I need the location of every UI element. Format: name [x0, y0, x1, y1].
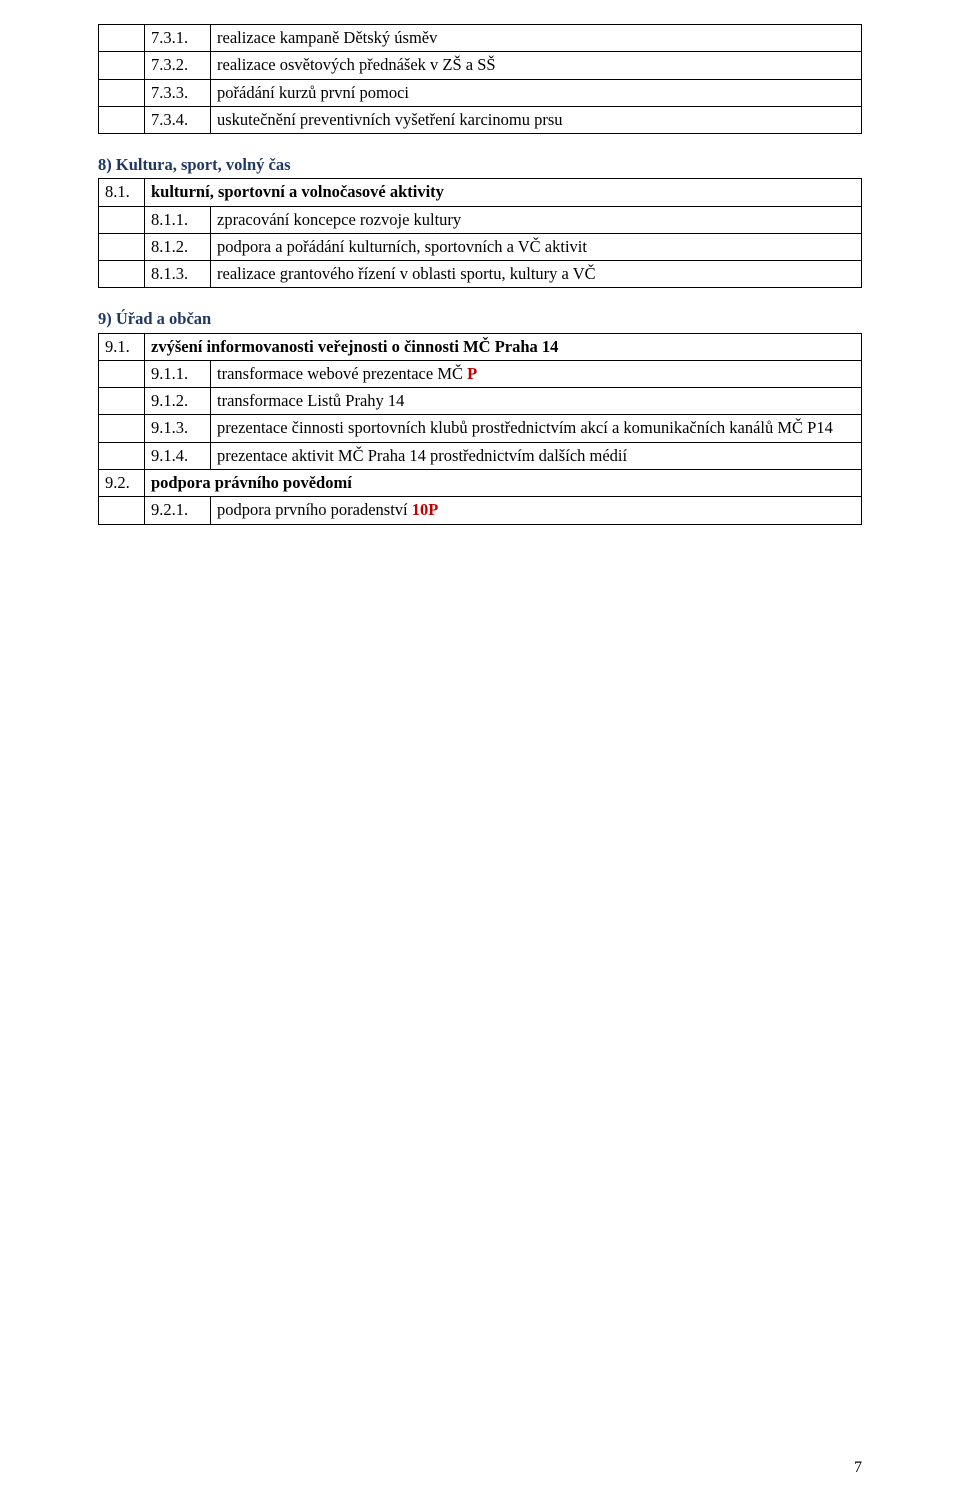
- cell-col-c: realizace grantového řízení v oblasti sp…: [211, 261, 862, 288]
- cell-col-b: 8.1.1.: [145, 206, 211, 233]
- table-row: 9.1.1. transformace webové prezentace MČ…: [99, 360, 862, 387]
- cell-col-c: prezentace činnosti sportovních klubů pr…: [211, 415, 862, 442]
- cell-col-a: [99, 206, 145, 233]
- cell-text-prefix: podpora prvního poradenství: [217, 500, 412, 519]
- cell-col-a: [99, 79, 145, 106]
- table-section-7: 7.3.1. realizace kampaně Dětský úsměv 7.…: [98, 24, 862, 134]
- cell-col-b: 7.3.4.: [145, 106, 211, 133]
- cell-col-c: podpora právního povědomí: [145, 469, 862, 496]
- cell-col-a: 8.1.: [99, 179, 145, 206]
- cell-col-a: 9.2.: [99, 469, 145, 496]
- cell-col-b: 7.3.2.: [145, 52, 211, 79]
- cell-col-b: 9.1.4.: [145, 442, 211, 469]
- table-section-8: 8.1. kulturní, sportovní a volnočasové a…: [98, 178, 862, 288]
- table-row: 7.3.3. pořádání kurzů první pomoci: [99, 79, 862, 106]
- cell-col-c: kulturní, sportovní a volnočasové aktivi…: [145, 179, 862, 206]
- cell-col-c: podpora prvního poradenství 10P: [211, 497, 862, 524]
- cell-col-a: [99, 360, 145, 387]
- cell-col-a: [99, 261, 145, 288]
- cell-col-b: 7.3.1.: [145, 25, 211, 52]
- table-row: 7.3.2. realizace osvětových přednášek v …: [99, 52, 862, 79]
- cell-col-b: 8.1.2.: [145, 233, 211, 260]
- cell-col-a: [99, 233, 145, 260]
- section-8-heading: 8) Kultura, sport, volný čas: [98, 154, 862, 176]
- cell-col-a: [99, 106, 145, 133]
- cell-col-c: realizace kampaně Dětský úsměv: [211, 25, 862, 52]
- cell-col-b: 9.1.3.: [145, 415, 211, 442]
- cell-col-a: [99, 388, 145, 415]
- cell-col-c: pořádání kurzů první pomoci: [211, 79, 862, 106]
- cell-col-b: 7.3.3.: [145, 79, 211, 106]
- cell-col-b: 9.2.1.: [145, 497, 211, 524]
- cell-col-a: [99, 52, 145, 79]
- table-row: 7.3.4. uskutečnění preventivních vyšetře…: [99, 106, 862, 133]
- page-number: 7: [854, 1457, 862, 1479]
- cell-col-c: uskutečnění preventivních vyšetření karc…: [211, 106, 862, 133]
- page: 7.3.1. realizace kampaně Dětský úsměv 7.…: [0, 0, 960, 1507]
- table-row: 9.2.1. podpora prvního poradenství 10P: [99, 497, 862, 524]
- cell-col-c: transformace Listů Prahy 14: [211, 388, 862, 415]
- table-row: 8.1.2. podpora a pořádání kulturních, sp…: [99, 233, 862, 260]
- cell-col-c: podpora a pořádání kulturních, sportovní…: [211, 233, 862, 260]
- cell-col-c: zpracování koncepce rozvoje kultury: [211, 206, 862, 233]
- table-row: 9.1. zvýšení informovanosti veřejnosti o…: [99, 333, 862, 360]
- table-row: 9.2. podpora právního povědomí: [99, 469, 862, 496]
- table-row: 8.1.1. zpracování koncepce rozvoje kultu…: [99, 206, 862, 233]
- table-section-9: 9.1. zvýšení informovanosti veřejnosti o…: [98, 333, 862, 525]
- table-row: 9.1.2. transformace Listů Prahy 14: [99, 388, 862, 415]
- cell-col-a: 9.1.: [99, 333, 145, 360]
- cell-text-prefix: transformace webové prezentace MČ: [217, 364, 467, 383]
- cell-col-a: [99, 442, 145, 469]
- table-row: 8.1.3. realizace grantového řízení v obl…: [99, 261, 862, 288]
- cell-col-b: 8.1.3.: [145, 261, 211, 288]
- cell-col-c: prezentace aktivit MČ Praha 14 prostředn…: [211, 442, 862, 469]
- cell-col-b: 9.1.1.: [145, 360, 211, 387]
- section-9-heading: 9) Úřad a občan: [98, 308, 862, 330]
- cell-col-a: [99, 497, 145, 524]
- cell-col-a: [99, 25, 145, 52]
- cell-col-a: [99, 415, 145, 442]
- cell-col-b: 9.1.2.: [145, 388, 211, 415]
- table-row: 9.1.4. prezentace aktivit MČ Praha 14 pr…: [99, 442, 862, 469]
- cell-col-c: zvýšení informovanosti veřejnosti o činn…: [145, 333, 862, 360]
- cell-text-suffix: 10P: [412, 500, 439, 519]
- cell-text-suffix: P: [467, 364, 477, 383]
- table-row: 7.3.1. realizace kampaně Dětský úsměv: [99, 25, 862, 52]
- cell-col-c: realizace osvětových přednášek v ZŠ a SŠ: [211, 52, 862, 79]
- cell-col-c: transformace webové prezentace MČ P: [211, 360, 862, 387]
- table-row: 8.1. kulturní, sportovní a volnočasové a…: [99, 179, 862, 206]
- table-row: 9.1.3. prezentace činnosti sportovních k…: [99, 415, 862, 442]
